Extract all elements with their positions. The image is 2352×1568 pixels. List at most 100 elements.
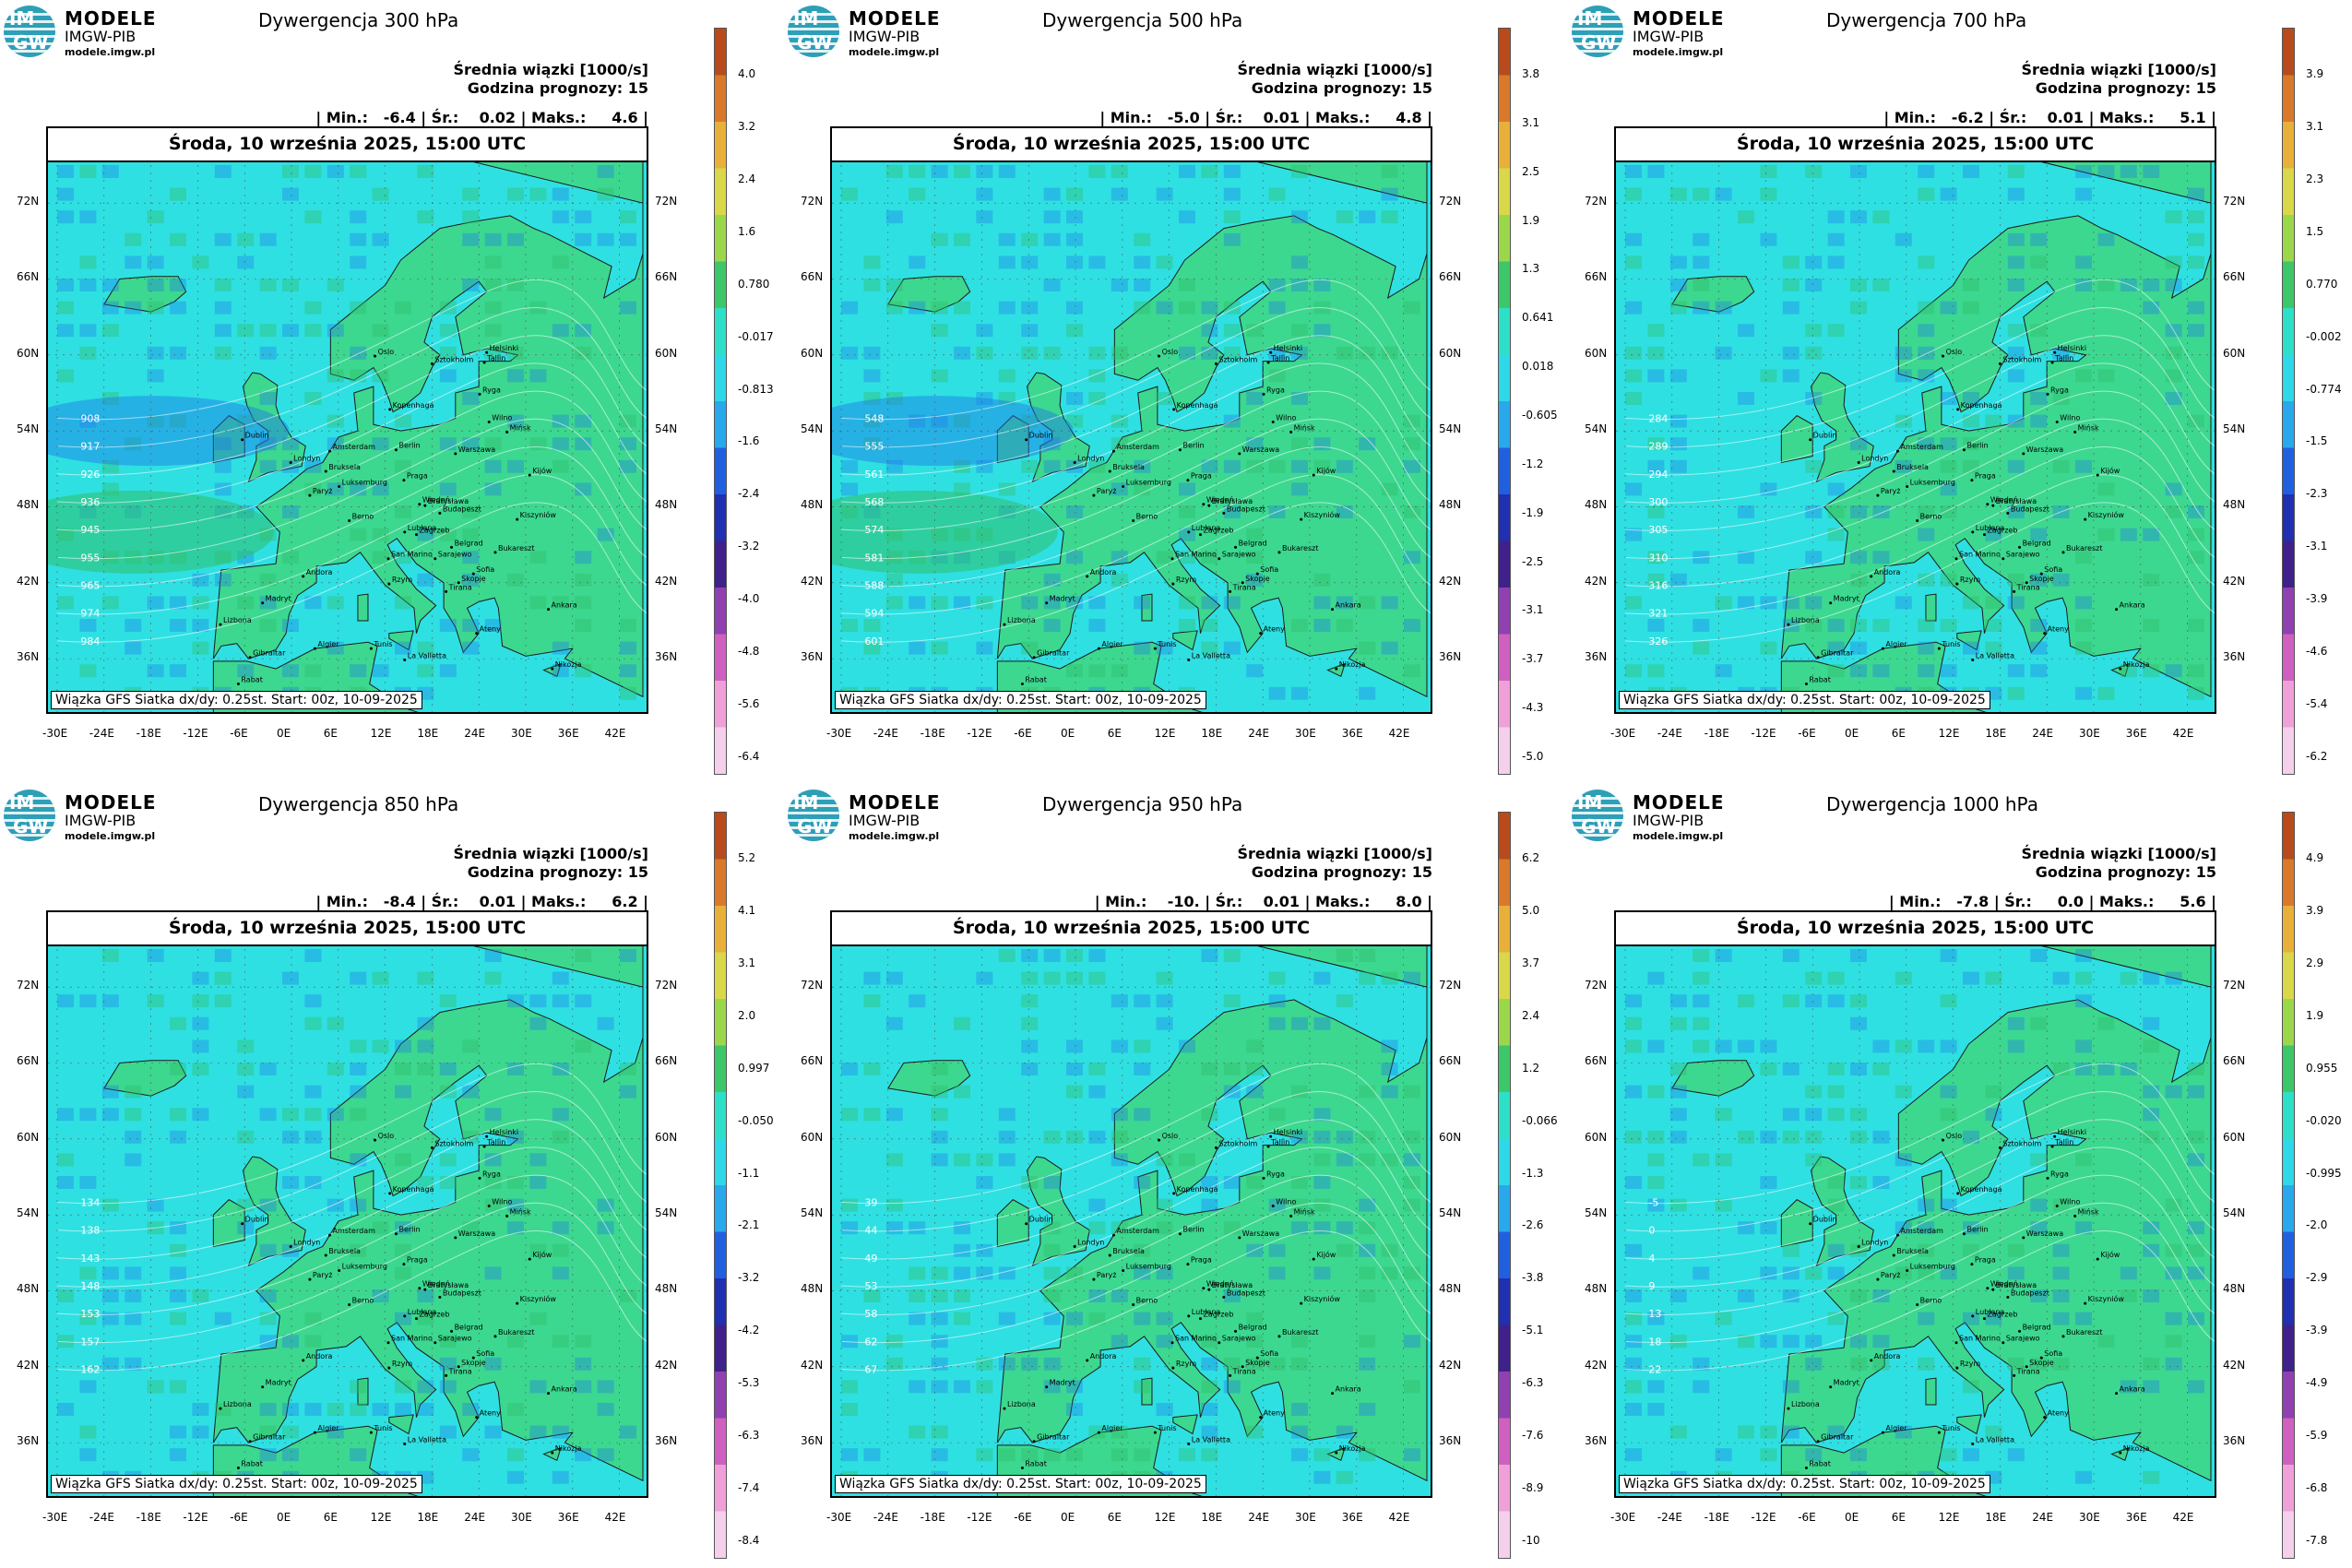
contour-label: 310 (1648, 552, 1668, 564)
colorbar-tick-label: -4.2 (738, 1324, 760, 1337)
convergence-cell (79, 1448, 97, 1462)
graticule (1616, 949, 2215, 1496)
convergence-cell (1625, 528, 1642, 541)
city-label: Sofia (1260, 565, 1278, 574)
divergence-cell (1359, 1085, 1376, 1099)
divergence-cell (909, 1425, 926, 1439)
convergence-cell (417, 528, 434, 541)
convergence-cell (1156, 1403, 1173, 1416)
divergence-cell (1156, 971, 1173, 985)
divergence-cell (2097, 482, 2115, 496)
convergence-cell (1246, 664, 1264, 678)
convergence-cell (214, 573, 232, 587)
divergence-field: 39444953586267OsloSztokholmHelsinkiTalli… (832, 912, 1431, 1496)
convergence-cell (931, 1130, 948, 1144)
logo-url[interactable]: modele.imgw.pl (849, 830, 940, 842)
convergence-cell (1268, 686, 1286, 700)
city-label: Tirana (448, 1367, 472, 1375)
divergence-cell (552, 1243, 569, 1257)
divergence-cell (2165, 346, 2182, 360)
longitude-label: 24E (2032, 1511, 2054, 1524)
model-source-note: Wiązka GFS Siatka dx/dy: 0.25st. Start: … (51, 1475, 422, 1493)
divergence-map[interactable]: Środa, 10 września 2025, 15:00 UTC 908 91… (46, 126, 648, 714)
city-label: Belgrad (455, 539, 483, 547)
convergence-cell (1669, 1108, 1687, 1122)
convergence-cell (1738, 324, 1754, 338)
divergence-cell (620, 619, 636, 632)
divergence-map[interactable]: Środa, 10 września 2025, 15:00 UTC 39 44 4… (830, 910, 1432, 1498)
convergence-cell (1872, 1289, 1890, 1302)
city-label: Mińsk (2078, 424, 2099, 433)
divergence-cell (1985, 641, 2002, 655)
colorbar-tick-label: -1.5 (2306, 434, 2328, 448)
convergence-cell (1021, 949, 1039, 962)
divergence-cell (1179, 619, 1195, 632)
logo-url[interactable]: modele.imgw.pl (849, 46, 940, 58)
city-marker (248, 656, 252, 659)
colorbar-tick-label: -2.0 (2306, 1218, 2328, 1232)
city-label: Belgrad (455, 1323, 483, 1331)
colorbar-tick-label: 2.3 (2306, 172, 2324, 185)
logo-url[interactable]: modele.imgw.pl (1633, 46, 1724, 58)
city-marker (402, 479, 406, 482)
logo-url[interactable]: modele.imgw.pl (65, 830, 156, 842)
divergence-cell (1021, 994, 1039, 1008)
city-label: Amsterdam (1900, 443, 1943, 451)
contour-line (1624, 1119, 2215, 1260)
divergence-cell (863, 1289, 881, 1302)
city-marker (2055, 421, 2059, 424)
panel-info: Średnia wiązki [1000/s] Godzina prognozy… (2021, 61, 2216, 98)
divergence-cell (214, 971, 232, 985)
city-labels: OsloSztokholmHelsinkiTallinRygaKopenhaga… (1787, 344, 2150, 686)
city-marker (2006, 1295, 2010, 1299)
divergence-cell (304, 210, 322, 224)
divergence-map[interactable]: Środa, 10 września 2025, 15:00 UTC 284 28… (1614, 126, 2216, 714)
longitude-label: 24E (1248, 1511, 1270, 1524)
divergence-cell (1738, 1425, 1754, 1439)
city-label: Ateny (2048, 1409, 2069, 1418)
divergence-cell (2120, 971, 2137, 985)
convergence-cell (2165, 482, 2182, 496)
city-marker (1158, 1138, 1161, 1142)
contour-label: 581 (864, 552, 884, 564)
divergence-cell (327, 369, 344, 383)
colorbar-tick-label: -2.6 (1522, 1218, 1544, 1232)
convergence-cell (2188, 187, 2204, 201)
convergence-cell (1782, 1063, 1800, 1075)
divergence-map[interactable]: Środa, 10 września 2025, 15:00 UTC 134 13… (46, 910, 648, 1498)
convergence-cell (1111, 279, 1128, 291)
longitude-label: -6E (1014, 727, 1032, 740)
city-label: Sztokholm (2002, 1139, 2041, 1147)
city-label: Amsterdam (332, 443, 375, 451)
divergence-cell (863, 994, 881, 1008)
city-marker (430, 1146, 434, 1149)
divergence-map[interactable]: Środa, 10 września 2025, 15:00 UTC -5 0 4 9… (1614, 910, 2216, 1498)
logo-url[interactable]: modele.imgw.pl (65, 46, 156, 58)
divergence-cell (417, 1063, 434, 1075)
city-marker (1266, 361, 1270, 364)
city-marker (1269, 1134, 1273, 1138)
convergence-cell (2007, 459, 2025, 473)
convergence-cell (2165, 971, 2182, 985)
contour-label: 908 (80, 412, 100, 424)
convergence-cell (1111, 187, 1128, 201)
logo-url[interactable]: modele.imgw.pl (1633, 830, 1724, 842)
convergence-cell (417, 1039, 434, 1053)
divergence-cells (841, 949, 1420, 1484)
city-label: La Valletta (1976, 651, 2014, 659)
contour-label: 568 (864, 496, 884, 508)
divergence-cell (170, 1108, 186, 1122)
divergence-map[interactable]: Środa, 10 września 2025, 15:00 UTC 548 55… (830, 126, 1432, 714)
city-label: Gibraltar (1821, 1433, 1854, 1442)
convergence-cell (1066, 1403, 1083, 1416)
convergence-cell (1669, 459, 1687, 473)
city-marker (1241, 581, 1244, 585)
divergence-cell (395, 596, 411, 610)
city-marker (551, 1451, 554, 1455)
convergence-cell (1850, 949, 1867, 962)
city-marker (547, 608, 551, 612)
convergence-cell (1066, 1312, 1083, 1325)
convergence-cell (1625, 994, 1642, 1008)
divergence-cell (1223, 1357, 1241, 1371)
colorbar (1498, 28, 1511, 775)
